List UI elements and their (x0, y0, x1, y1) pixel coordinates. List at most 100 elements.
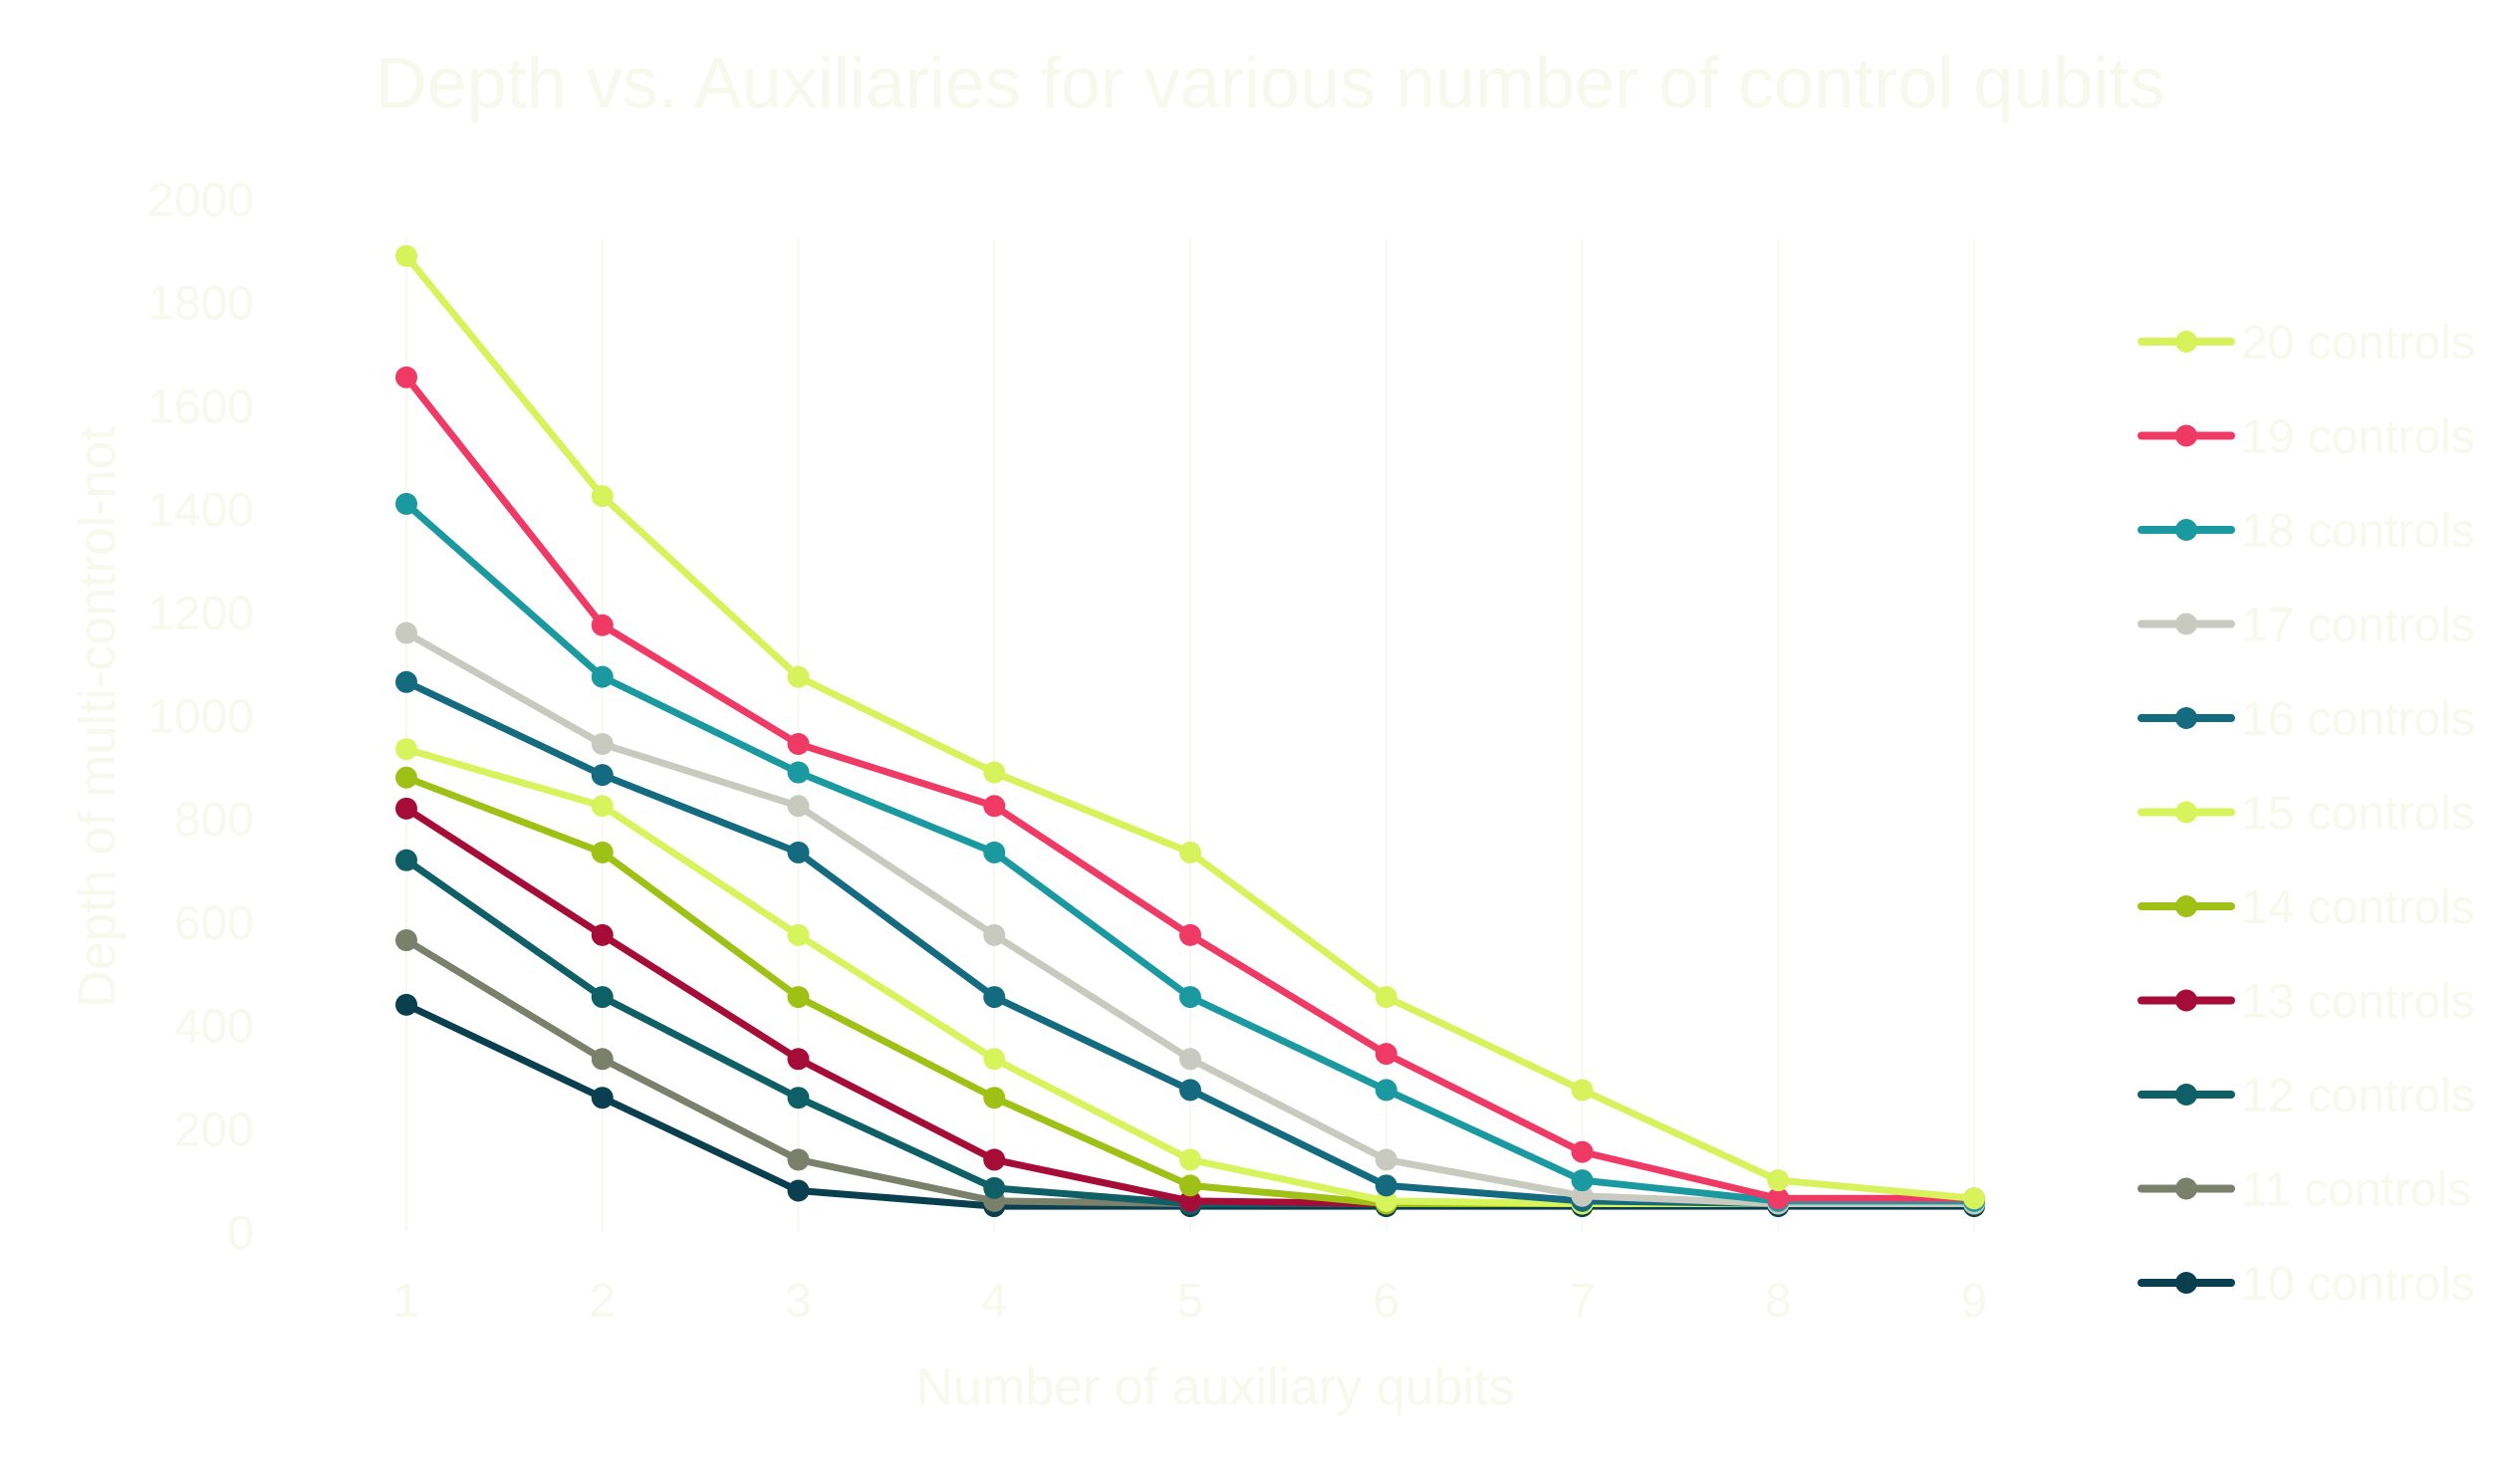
legend-label: 14 controls (2241, 881, 2475, 934)
data-point (983, 1048, 1006, 1071)
x-tick-label: 9 (1961, 1275, 1988, 1328)
data-point (1571, 1184, 1594, 1207)
legend-item: 17 controls (2138, 600, 2475, 652)
y-tick-label: 2000 (147, 174, 254, 227)
data-point (395, 670, 417, 693)
legend-item: 15 controls (2138, 788, 2475, 841)
legend-label: 12 controls (2241, 1070, 2475, 1122)
legend-label: 16 controls (2241, 693, 2475, 746)
legend-swatch-marker (2175, 895, 2197, 917)
data-point (1375, 1148, 1397, 1171)
y-tick-label: 1800 (147, 278, 254, 331)
data-point (983, 1087, 1006, 1109)
series-lines (395, 245, 1985, 1218)
data-point (1375, 1079, 1397, 1102)
legend-item: 14 controls (2138, 881, 2475, 934)
y-tick-label: 1600 (147, 380, 254, 433)
x-axis-ticks: 1 2 3 4 5 6 7 8 9 (393, 1275, 1988, 1328)
data-point (1571, 1079, 1594, 1102)
data-point (591, 795, 614, 818)
data-point (395, 766, 417, 789)
legend-swatch-marker (2175, 801, 2197, 824)
data-point (1767, 1187, 1790, 1210)
data-point (787, 733, 810, 756)
legend: 20 controls 19 controls 18 controls 17 cont… (2138, 317, 2475, 1311)
data-point (787, 1179, 810, 1202)
data-point (787, 795, 810, 818)
legend-label: 15 controls (2241, 788, 2475, 841)
data-point (1375, 1043, 1397, 1066)
legend-swatch-marker (2175, 424, 2197, 447)
x-tick-label: 1 (393, 1275, 420, 1328)
data-point (1179, 986, 1201, 1009)
data-point (983, 986, 1006, 1009)
series-18-controls (395, 492, 1985, 1212)
y-axis-label: Depth of multi-control-not (69, 426, 126, 1008)
data-point (591, 923, 614, 946)
data-point (1571, 1140, 1594, 1163)
data-point (1179, 1048, 1201, 1071)
data-point (395, 797, 417, 820)
legend-label: 17 controls (2241, 600, 2475, 652)
data-point (1179, 923, 1201, 946)
data-point (1375, 1189, 1397, 1212)
data-point (1179, 841, 1201, 863)
data-point (591, 1048, 614, 1071)
x-tick-label: 3 (785, 1275, 812, 1328)
y-tick-label: 600 (174, 897, 254, 950)
y-tick-label: 1400 (147, 484, 254, 537)
data-point (591, 764, 614, 787)
data-point (787, 986, 810, 1009)
legend-item: 18 controls (2138, 505, 2475, 558)
data-point (1963, 1187, 1985, 1210)
legend-item: 19 controls (2138, 411, 2475, 464)
legend-swatch-marker (2175, 331, 2197, 353)
data-point (395, 492, 417, 515)
data-point (1767, 1169, 1790, 1192)
data-point (395, 929, 417, 952)
data-point (1179, 1148, 1201, 1171)
x-tick-label: 7 (1569, 1275, 1596, 1328)
data-point (1179, 1079, 1201, 1102)
y-tick-label: 1000 (147, 691, 254, 744)
legend-label: 19 controls (2241, 411, 2475, 464)
legend-swatch-marker (2175, 989, 2197, 1012)
x-tick-label: 2 (589, 1275, 616, 1328)
legend-swatch-marker (2175, 613, 2197, 635)
data-point (1375, 986, 1397, 1009)
data-point (787, 665, 810, 688)
legend-item: 11 controls (2138, 1164, 2471, 1217)
data-point (787, 841, 810, 863)
legend-item: 13 controls (2138, 976, 2475, 1029)
x-tick-label: 4 (981, 1275, 1008, 1328)
data-point (1179, 1189, 1201, 1212)
data-point (591, 1087, 614, 1109)
legend-label: 18 controls (2241, 505, 2475, 558)
y-tick-label: 200 (174, 1104, 254, 1156)
legend-label: 13 controls (2241, 976, 2475, 1029)
legend-item: 20 controls (2138, 317, 2475, 370)
legend-swatch-marker (2175, 1177, 2197, 1200)
chart-title: Depth vs. Auxiliaries for various number… (376, 44, 2165, 123)
x-axis-label: Number of auxiliary qubits (915, 1358, 1514, 1416)
y-axis-ticks: 0 200 400 600 800 1000 1200 1400 1600 1800 2000 (147, 174, 254, 1260)
data-point (591, 733, 614, 756)
legend-swatch-marker (2175, 1272, 2197, 1294)
legend-swatch-marker (2175, 1084, 2197, 1106)
data-point (591, 986, 614, 1009)
data-point (787, 1048, 810, 1071)
data-point (591, 841, 614, 863)
data-point (983, 841, 1006, 863)
series-20-controls (395, 245, 1985, 1210)
data-point (395, 849, 417, 871)
data-point (983, 1148, 1006, 1171)
y-tick-label: 800 (174, 794, 254, 847)
data-point (787, 1087, 810, 1109)
data-point (983, 795, 1006, 818)
y-tick-label: 1200 (147, 588, 254, 640)
legend-label: 11 controls (2241, 1164, 2471, 1217)
legend-item: 10 controls (2138, 1258, 2475, 1311)
data-point (591, 614, 614, 636)
data-point (1375, 1174, 1397, 1197)
grid-lines (405, 239, 1975, 1232)
